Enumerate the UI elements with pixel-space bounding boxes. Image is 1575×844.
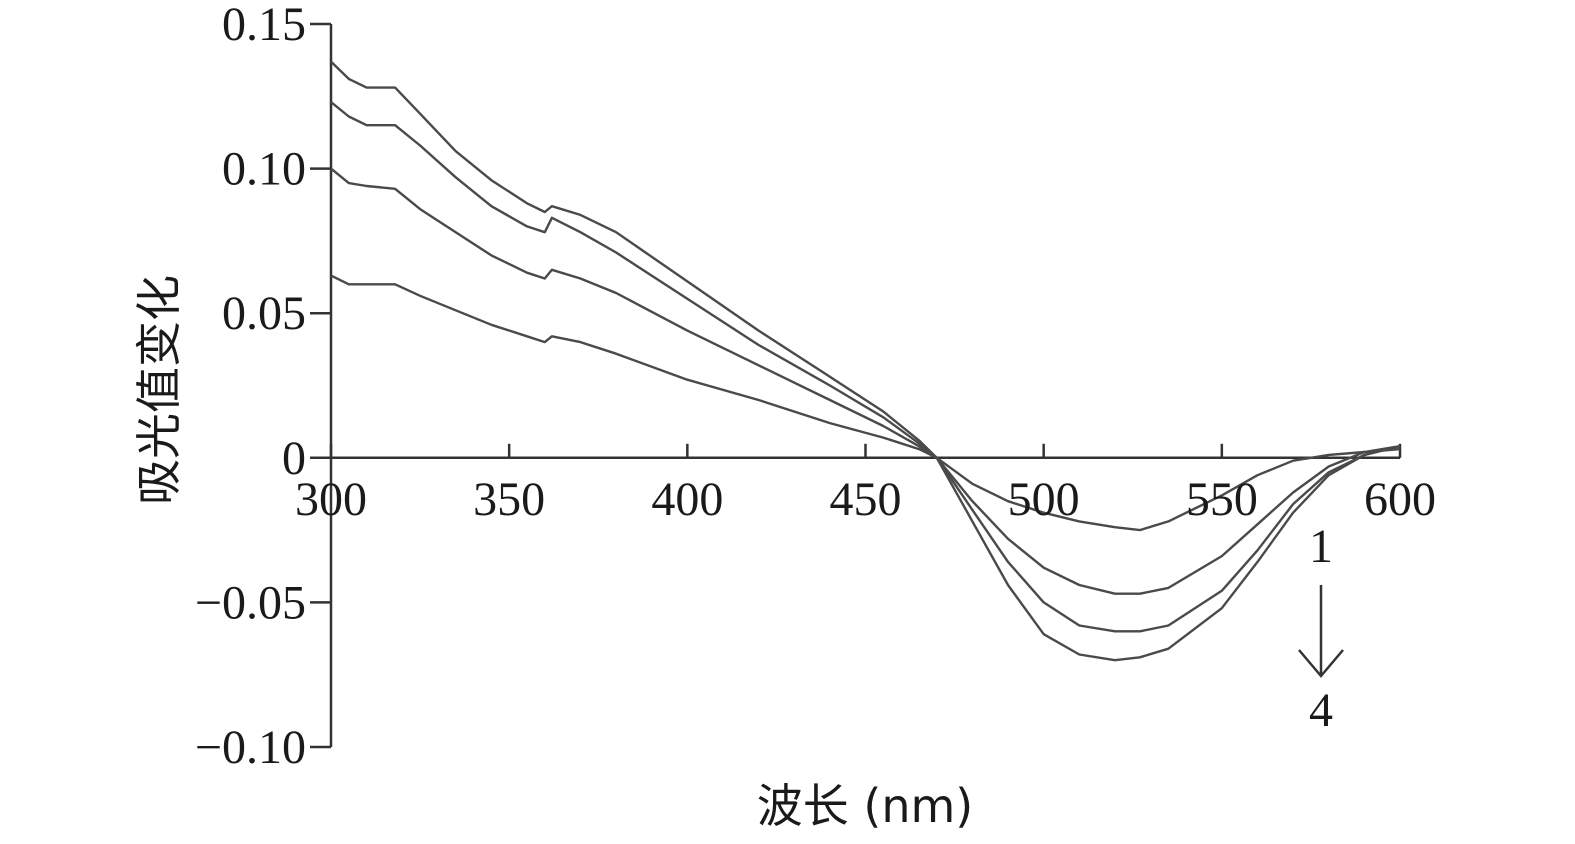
- x-tick-label: 600: [1364, 473, 1436, 526]
- x-tick-label: 300: [295, 473, 367, 526]
- series-line-2: [330, 167, 1401, 595]
- series-order-annotation: 1 4: [1298, 520, 1344, 737]
- y-tick-label: 0: [282, 432, 306, 485]
- y-tick-label: 0.10: [222, 143, 306, 196]
- x-tick-label: 450: [830, 473, 902, 526]
- arrowhead-icon: [1298, 649, 1344, 678]
- y-tick-label: −0.05: [195, 576, 306, 629]
- x-axis-title: 波长 (nm): [757, 779, 973, 833]
- y-axis-title: 吸光值变化: [132, 275, 186, 505]
- x-tick-label: 550: [1186, 473, 1258, 526]
- tick-labels: 0.15 0.10 0.05 0 −0.05 −0.10 300 350 400 450 500 55…: [195, 0, 1436, 774]
- y-tick-label: 0.15: [222, 0, 306, 51]
- axes: [310, 22, 1402, 749]
- series-line-4: [330, 60, 1401, 662]
- x-tick-label: 500: [1008, 473, 1080, 526]
- series-line-3: [330, 101, 1401, 633]
- annotation-end-label: 4: [1309, 684, 1333, 737]
- series-line-1: [330, 274, 1401, 532]
- y-tick-label: −0.10: [195, 721, 306, 774]
- x-tick-label: 400: [651, 473, 723, 526]
- y-tick-label: 0.05: [222, 287, 306, 340]
- annotation-start-label: 1: [1309, 520, 1333, 573]
- x-tick-label: 350: [473, 473, 545, 526]
- series-layer: [330, 60, 1401, 662]
